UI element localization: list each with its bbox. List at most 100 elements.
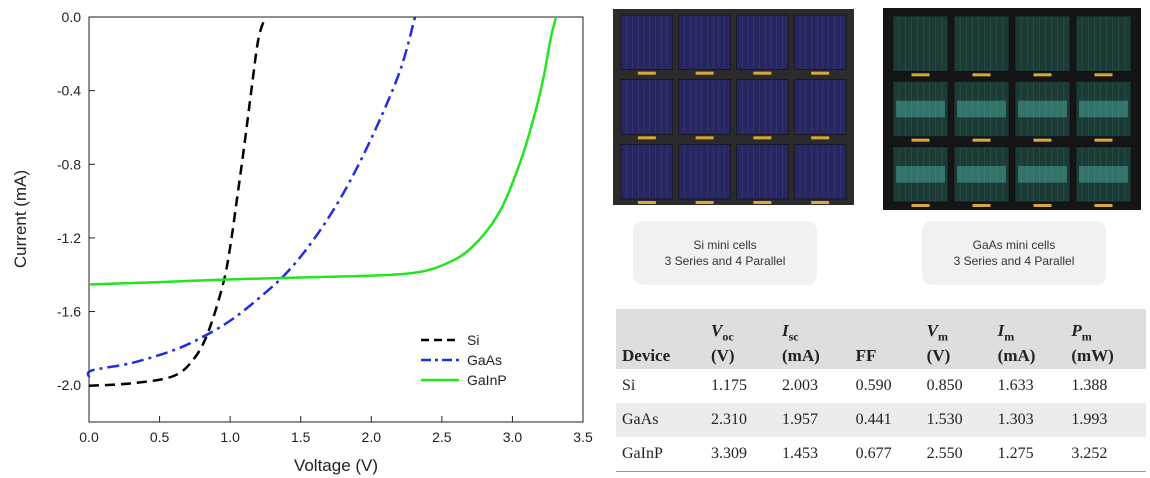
solar-cell <box>1014 81 1071 137</box>
voc-symbol: V <box>710 320 723 340</box>
solar-cell <box>678 14 731 70</box>
x-tick-label: 1.5 <box>291 429 311 445</box>
im-unit: (mA) <box>997 346 1036 365</box>
solar-cell <box>678 144 731 200</box>
x-axis-title: Voltage (V) <box>294 456 378 475</box>
solar-cell <box>678 79 731 135</box>
cell-contact-pad <box>753 201 772 204</box>
solar-cell <box>736 144 789 200</box>
cell-contact-pad <box>637 201 656 204</box>
table-cell: 0.441 <box>855 411 892 428</box>
x-tick-label: 2.0 <box>362 429 382 445</box>
legend-label-si: Si <box>467 332 479 348</box>
header-im: Im (mA) <box>992 309 1066 369</box>
pm-subscript: m <box>1081 329 1092 343</box>
solar-cell <box>793 14 847 70</box>
table-header-row: Device Voc (V) Isc (mA) FF Vm (V) Im (mA) Pm… <box>616 309 1146 369</box>
solar-cell <box>1075 146 1132 203</box>
vm-symbol: V <box>926 320 938 340</box>
cell-contact-pad <box>811 136 830 140</box>
y-tick-label: 0.0 <box>62 9 82 25</box>
y-axis-title: Current (mA) <box>11 170 30 268</box>
header-pm: Pm (mW) <box>1065 309 1146 369</box>
table-cell: 1.175 <box>710 377 747 394</box>
table-cell: Si <box>622 377 636 394</box>
glare-reflection <box>957 100 1006 118</box>
table-cell: 1.388 <box>1071 377 1108 394</box>
header-device: Device <box>622 346 671 365</box>
table-cell: 1.530 <box>926 411 963 428</box>
cell-contact-pad <box>753 71 772 75</box>
glare-reflection <box>896 166 945 183</box>
table-cell: 1.453 <box>776 437 850 472</box>
im-symbol: I <box>997 320 1005 340</box>
voc-unit: (V) <box>710 346 735 365</box>
table-row: GaInP 3.309 1.453 0.677 2.550 1.275 3.25… <box>616 437 1146 472</box>
si-mini-cells-photo <box>611 7 856 207</box>
table-row: GaAs 2.310 1.957 0.441 1.530 1.303 1.993 <box>616 403 1146 437</box>
header-voc: Voc (V) <box>705 309 776 369</box>
table-cell: GaInP <box>616 437 705 472</box>
y-tick-label: -0.4 <box>57 83 81 99</box>
series-line-gainp <box>88 16 558 286</box>
cell-contact-pad <box>1094 204 1113 207</box>
table-cell: 1.633 <box>997 377 1034 394</box>
solar-cell <box>736 79 789 135</box>
cell-contact-pad <box>972 204 991 207</box>
pm-symbol: P <box>1071 320 1082 340</box>
solar-cell <box>892 146 949 203</box>
solar-cell <box>793 79 847 135</box>
si-caption-line2: 3 Series and 4 Parallel <box>664 254 786 268</box>
x-tick-label: 3.5 <box>573 429 593 445</box>
vm-unit: (V) <box>926 346 951 365</box>
table-cell: 1.957 <box>782 411 818 428</box>
cell-contact-pad <box>695 201 714 204</box>
cell-contact-pad <box>637 71 656 75</box>
cell-contact-pad <box>972 73 991 77</box>
table-cell: 0.677 <box>849 437 921 472</box>
x-tick-label: 0.0 <box>79 429 99 445</box>
y-tick-label: -0.8 <box>57 156 81 172</box>
cell-contact-pad <box>695 136 714 140</box>
device-parameters-table: Device Voc (V) Isc (mA) FF Vm (V) Im (mA) Pm… <box>616 309 1146 472</box>
table-cell: 3.309 <box>704 437 776 472</box>
isc-symbol: I <box>782 320 789 340</box>
solar-cell <box>1075 81 1132 137</box>
table-cell: 2.550 <box>920 437 992 472</box>
cell-contact-pad <box>811 71 830 75</box>
cell-contact-pad <box>1033 204 1052 207</box>
cell-contact-pad <box>1033 138 1052 142</box>
si-caption: Si mini cells 3 Series and 4 Parallel <box>633 221 817 285</box>
table-cell: 0.850 <box>926 377 963 394</box>
solar-cell <box>793 144 847 200</box>
plot-frame <box>88 16 584 423</box>
y-tick-label: -1.6 <box>57 304 81 320</box>
y-tick-label: -2.0 <box>57 377 81 393</box>
solar-cell <box>736 14 789 70</box>
solar-cell <box>892 15 949 72</box>
header-isc: Isc (mA) <box>776 309 850 369</box>
gaas-mini-cells-photo <box>881 6 1143 212</box>
solar-cell <box>953 81 1010 137</box>
header-ff: FF <box>855 346 877 365</box>
gaas-caption: GaAs mini cells 3 Series and 4 Parallel <box>922 221 1106 285</box>
im-subscript: m <box>1004 329 1015 343</box>
glare-reflection <box>1079 100 1128 118</box>
table-cell: 1.275 <box>991 437 1066 472</box>
table-cell: GaAs <box>622 411 659 428</box>
si-caption-line1: Si mini cells <box>693 238 757 252</box>
solar-cell <box>620 144 674 200</box>
solar-cell <box>1014 146 1071 203</box>
table-row: Si 1.175 2.003 0.590 0.850 1.633 1.388 <box>616 369 1146 403</box>
table-cell: 2.003 <box>782 377 818 394</box>
x-tick-label: 0.5 <box>150 429 170 445</box>
legend-label-gaas: GaAs <box>467 352 502 368</box>
cell-contact-pad <box>753 136 772 140</box>
voc-subscript: oc <box>722 329 734 343</box>
solar-cell <box>1075 15 1132 72</box>
solar-cell <box>620 79 674 135</box>
y-tick-label: -1.2 <box>57 230 81 246</box>
solar-cell <box>892 81 949 137</box>
legend: Si GaAs GaInP <box>421 332 507 388</box>
glare-reflection <box>1018 166 1067 183</box>
